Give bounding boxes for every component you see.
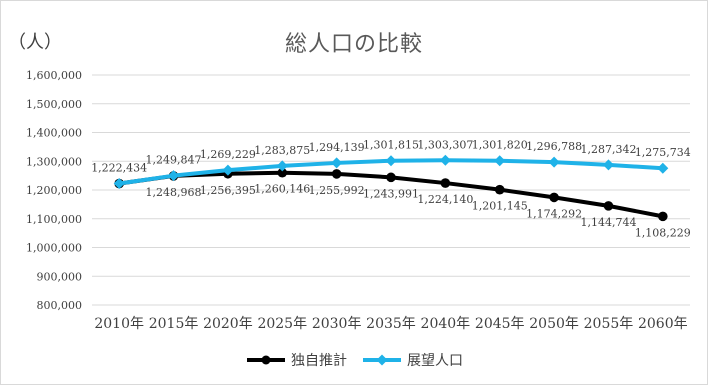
data-label: 1,222,434 xyxy=(91,162,147,175)
series-1-point xyxy=(331,157,343,169)
series-0-point xyxy=(658,211,668,222)
y-tick-label: 1,300,000 xyxy=(26,155,82,168)
data-label: 1,248,968 xyxy=(146,186,202,199)
data-label: 1,294,139 xyxy=(309,141,365,154)
series-1-point xyxy=(548,156,560,168)
x-tick-label: 2055年 xyxy=(584,316,634,332)
data-label: 1,201,145 xyxy=(472,200,528,213)
series-1-point xyxy=(113,178,125,190)
legend-marker-black-circle-icon xyxy=(247,355,285,365)
series-1-point xyxy=(168,170,180,182)
data-label: 1,249,847 xyxy=(146,154,202,167)
x-tick-label: 2035年 xyxy=(366,316,416,332)
data-label: 1,255,992 xyxy=(309,184,365,197)
y-tick-label: 900,000 xyxy=(37,270,83,283)
data-label: 1,296,788 xyxy=(526,140,582,153)
data-label: 1,108,229 xyxy=(635,226,691,239)
data-label: 1,174,292 xyxy=(526,207,582,220)
y-tick-label: 1,500,000 xyxy=(26,98,82,111)
legend-marker-blue-diamond-icon xyxy=(363,354,401,366)
series-1-point xyxy=(657,162,669,174)
y-tick-label: 1,100,000 xyxy=(26,213,82,226)
data-label: 1,287,342 xyxy=(580,143,636,156)
y-tick-label: 1,200,000 xyxy=(26,184,82,197)
chart-title: 総人口の比較 xyxy=(284,32,423,57)
data-label: 1,256,395 xyxy=(200,184,256,197)
series-0-point xyxy=(603,201,614,211)
y-tick-label: 1,000,000 xyxy=(26,242,82,255)
data-label: 1,301,815 xyxy=(363,139,419,152)
series-1-point xyxy=(439,154,451,166)
data-label: 1,243,991 xyxy=(363,187,419,200)
legend-item-1: 展望人口 xyxy=(361,350,463,370)
series-0-point xyxy=(386,172,396,183)
data-label: 1,275,734 xyxy=(635,146,691,159)
y-tick-label: 1,600,000 xyxy=(26,69,82,82)
legend-item-0: 独自推計 xyxy=(245,350,347,370)
x-tick-label: 2040年 xyxy=(421,316,471,332)
series-0-point xyxy=(440,178,451,188)
legend-label-0: 独自推計 xyxy=(291,353,347,369)
legend-label-1: 展望人口 xyxy=(407,353,463,369)
data-label: 1,301,820 xyxy=(472,139,528,152)
x-tick-label: 2030年 xyxy=(312,316,362,332)
series-1-point xyxy=(385,155,397,167)
series-0-point xyxy=(494,184,505,195)
data-label: 1,224,140 xyxy=(417,193,473,206)
series-0-point xyxy=(549,192,559,203)
data-label: 1,283,875 xyxy=(254,144,310,157)
x-tick-label: 2020年 xyxy=(203,316,253,332)
data-label: 1,144,744 xyxy=(580,216,636,229)
series-1-point xyxy=(222,164,234,176)
series-1-point xyxy=(276,160,288,172)
series-1-point xyxy=(494,155,506,167)
data-label: 1,269,229 xyxy=(200,148,256,161)
y-tick-label: 1,400,000 xyxy=(26,127,82,140)
series-0-point xyxy=(277,167,288,178)
x-tick-label: 2025年 xyxy=(257,316,307,332)
series-0-point xyxy=(331,169,342,179)
y-tick-label: 800,000 xyxy=(37,299,83,312)
legend: 独自推計 展望人口 xyxy=(0,350,708,370)
x-tick-label: 2060年 xyxy=(638,316,688,332)
x-tick-label: 2045年 xyxy=(475,316,525,332)
data-label: 1,303,307 xyxy=(417,138,473,151)
x-tick-label: 2050年 xyxy=(529,316,579,332)
series-1-point xyxy=(602,159,614,171)
x-tick-label: 2015年 xyxy=(149,316,199,332)
x-tick-label: 2010年 xyxy=(94,316,144,332)
y-unit-label: （人） xyxy=(8,32,62,53)
data-label: 1,260,146 xyxy=(254,183,310,196)
